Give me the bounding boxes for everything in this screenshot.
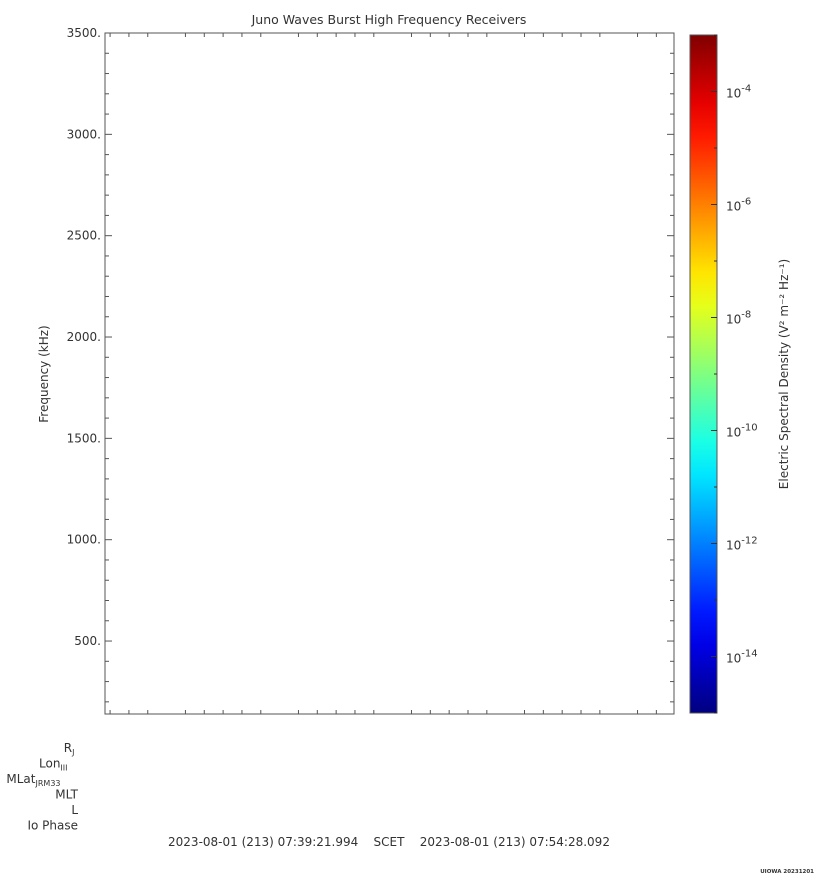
y-axis-label: Frequency (kHz) xyxy=(37,325,51,422)
colorbar-tick-label: 10-12 xyxy=(726,536,758,553)
colorbar-tick-label: 10-4 xyxy=(726,84,751,101)
y-tick-label: 1500. xyxy=(67,431,101,445)
ephemeris-table: RJ19.7519.7719.8019.8319.86LonIII32.6834… xyxy=(6,741,78,833)
plot-frame xyxy=(104,32,675,715)
time-range-label: 2023-08-01 (213) 07:39:21.994 SCET 2023-… xyxy=(168,835,610,849)
colorbar-tick-label: 10-10 xyxy=(726,423,758,440)
y-tick-label: 2500. xyxy=(67,229,101,243)
y-tick-label: 3000. xyxy=(67,127,101,141)
y-tick-label: 500. xyxy=(74,634,101,648)
colorbar-label: Electric Spectral Density (V² m⁻² Hz⁻¹) xyxy=(777,259,791,489)
colorbar-tick-label: 10-6 xyxy=(726,197,751,214)
ephemeris-row-label: MLT xyxy=(55,788,78,802)
y-tick-label: 3500. xyxy=(67,26,101,40)
ephemeris-row-label: MLatJRM33 xyxy=(6,772,60,788)
ephemeris-row-label: L xyxy=(71,803,78,817)
colorbar: 10-4 10-6 10-8 10-10 10-12 10-14 Electric Spec… xyxy=(689,34,791,714)
axes: 500.1000.1500.2000.2500.3000.3500.07:420… xyxy=(67,26,675,715)
y-tick-label: 2000. xyxy=(67,330,101,344)
colorbar-tick-label: 10-14 xyxy=(726,649,758,666)
colorbar-gradient xyxy=(689,34,718,714)
chart-title: Juno Waves Burst High Frequency Receiver… xyxy=(251,12,527,27)
y-tick-label: 1000. xyxy=(67,533,101,547)
credit-label: UIOWA 20231201 xyxy=(760,869,814,875)
ephemeris-row-label: RJ xyxy=(64,741,75,757)
ephemeris-row-label: LonIII xyxy=(39,757,68,773)
colorbar-tick-label: 10-8 xyxy=(726,310,751,327)
ephemeris-row-label: Io Phase xyxy=(27,819,78,833)
